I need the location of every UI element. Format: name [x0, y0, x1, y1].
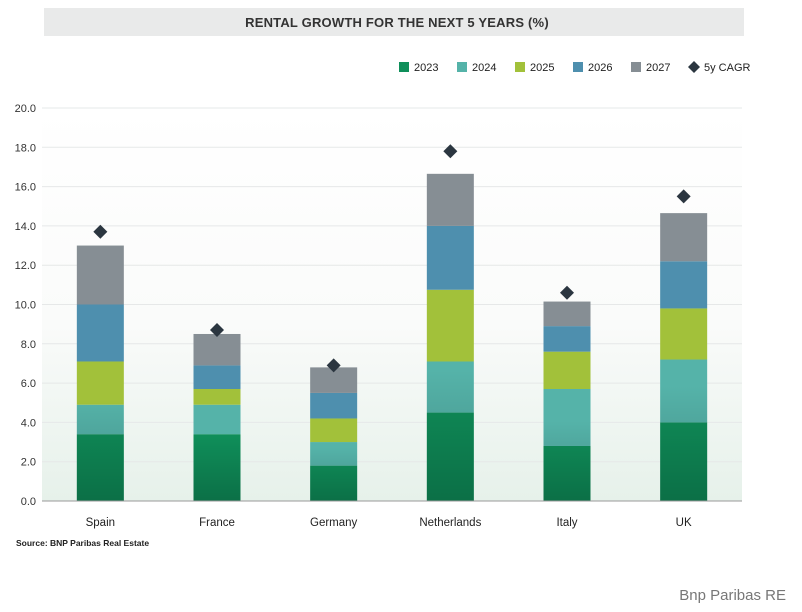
- bar-shading: [660, 213, 708, 501]
- legend-swatch-2025: [515, 62, 525, 72]
- y-tick-label: 4.0: [21, 417, 36, 429]
- bar-shading: [426, 173, 474, 501]
- x-tick-label: Spain: [86, 517, 115, 529]
- y-tick-label: 0.0: [21, 496, 36, 508]
- legend-label: 2023: [414, 62, 438, 74]
- x-tick-label: Netherlands: [419, 517, 481, 529]
- y-tick-label: 20.0: [15, 103, 36, 115]
- legend-diamond-icon: [688, 61, 700, 73]
- x-tick-label: Germany: [310, 517, 358, 529]
- bar-shading: [310, 367, 358, 501]
- y-tick-label: 10.0: [15, 300, 36, 312]
- x-tick-label: France: [199, 517, 235, 529]
- x-tick-label: UK: [676, 517, 692, 529]
- bar-shading: [543, 301, 591, 501]
- y-tick-label: 16.0: [15, 182, 36, 194]
- cagr-marker-netherlands: [443, 144, 458, 159]
- cagr-marker-germany: [326, 358, 341, 373]
- y-tick-label: 8.0: [21, 339, 36, 351]
- y-tick-label: 12.0: [15, 260, 36, 272]
- legend-swatch-2027: [631, 62, 641, 72]
- cagr-marker-spain: [93, 224, 108, 239]
- legend-label: 2024: [472, 62, 496, 74]
- bar-shading: [76, 245, 124, 501]
- x-tick-label: Italy: [556, 517, 577, 529]
- legend-label: 5y CAGR: [704, 62, 751, 74]
- cagr-marker-uk: [676, 189, 691, 204]
- bar-shading: [193, 333, 241, 501]
- title-band: [44, 8, 744, 36]
- legend-swatch-2024: [457, 62, 467, 72]
- chart-title: RENTAL GROWTH FOR THE NEXT 5 YEARS (%): [245, 15, 549, 30]
- legend-swatch-2026: [573, 62, 583, 72]
- legend: 2023 2024 2025 2026 2027 5y CAGR: [399, 61, 751, 74]
- cagr-marker-france: [210, 323, 224, 338]
- legend-swatch-2023: [399, 62, 409, 72]
- y-tick-label: 6.0: [21, 378, 36, 390]
- y-tick-label: 14.0: [15, 221, 36, 233]
- source-note: Source: BNP Paribas Real Estate: [16, 538, 149, 548]
- legend-label: 2027: [646, 62, 670, 74]
- watermark: Bnp Paribas RE: [679, 587, 786, 604]
- legend-label: 2025: [530, 62, 554, 74]
- y-tick-label: 2.0: [21, 457, 36, 469]
- legend-label: 2026: [588, 62, 612, 74]
- y-tick-label: 18.0: [15, 142, 36, 154]
- cagr-marker-italy: [560, 285, 574, 300]
